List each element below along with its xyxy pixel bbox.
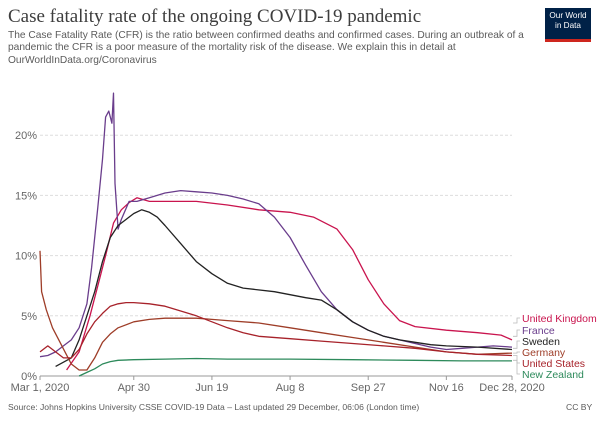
x-tick-label: Jun 19 — [195, 382, 228, 394]
legend-label[interactable]: United Kingdom — [522, 313, 597, 325]
series-line-france[interactable] — [39, 92, 513, 358]
x-tick-label: Sep 27 — [351, 382, 386, 394]
logo-accent-bar — [545, 39, 591, 42]
owid-logo[interactable]: Our World in Data — [545, 8, 591, 42]
subtitle-line: The Case Fatality Rate (CFR) is the rati… — [8, 30, 524, 41]
y-tick-label: 15% — [15, 190, 37, 202]
subtitle-link[interactable]: OurWorldInData.org/Coronavirus — [8, 54, 157, 66]
x-tick-label: Aug 8 — [276, 382, 305, 394]
series-line-germany[interactable] — [39, 250, 513, 371]
legend-label[interactable]: Sweden — [522, 336, 560, 348]
chart-subtitle: The Case Fatality Rate (CFR) is the rati… — [8, 30, 528, 67]
series-line-united-kingdom[interactable] — [66, 197, 513, 371]
x-tick-label: Nov 16 — [429, 382, 464, 394]
legend-leader — [513, 317, 520, 324]
series-line-sweden[interactable] — [55, 209, 513, 367]
x-tick-label: Mar 1, 2020 — [11, 382, 70, 394]
y-tick-label: 10% — [15, 251, 37, 263]
y-tick-label: 0% — [21, 371, 37, 383]
legend-leader — [513, 359, 520, 375]
x-tick-label: Dec 28, 2020 — [479, 382, 544, 394]
legend-label[interactable]: United States — [522, 358, 585, 370]
legend-leader — [513, 351, 520, 354]
license-link[interactable]: CC BY — [566, 402, 593, 412]
series-line-new-zealand[interactable] — [78, 357, 512, 377]
logo-line: in Data — [555, 20, 581, 30]
series-line-united-states[interactable] — [39, 301, 513, 359]
y-tick-label: 5% — [21, 311, 37, 323]
legend-leader — [513, 355, 520, 364]
subtitle-line: pandemic the CFR is a poor measure of th… — [8, 42, 456, 54]
y-tick-label: 20% — [15, 130, 37, 142]
chart-title: Case fatality rate of the ongoing COVID-… — [8, 6, 422, 27]
source-note: Source: Johns Hopkins University CSSE CO… — [8, 402, 420, 412]
legend-leader — [513, 340, 520, 349]
legend-leader — [513, 329, 520, 337]
x-tick-label: Apr 30 — [118, 382, 150, 394]
legend-label[interactable]: France — [522, 325, 555, 337]
line-chart: 0% 5% 10% 15% 20% Mar 1, 2020 Apr 30 Jun 19 Aug … — [11, 92, 597, 394]
logo-line: Our World — [549, 11, 587, 20]
legend-label[interactable]: Germany — [522, 347, 566, 359]
legend-label[interactable]: New Zealand — [522, 369, 584, 381]
